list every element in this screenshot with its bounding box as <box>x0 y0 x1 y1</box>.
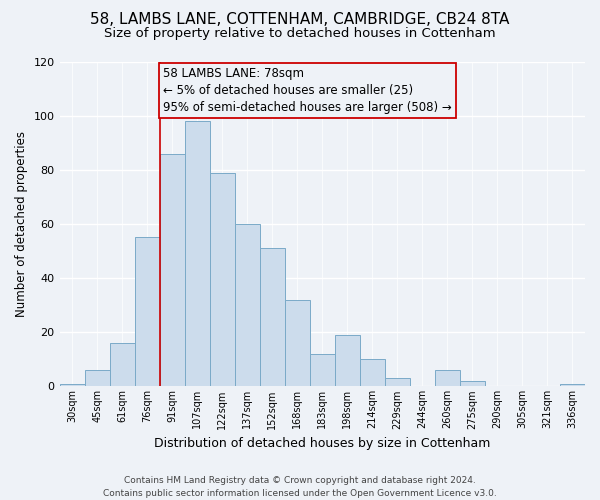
X-axis label: Distribution of detached houses by size in Cottenham: Distribution of detached houses by size … <box>154 437 490 450</box>
Bar <box>110 343 134 386</box>
Text: Size of property relative to detached houses in Cottenham: Size of property relative to detached ho… <box>104 28 496 40</box>
Bar <box>85 370 110 386</box>
Text: 58 LAMBS LANE: 78sqm
← 5% of detached houses are smaller (25)
95% of semi-detach: 58 LAMBS LANE: 78sqm ← 5% of detached ho… <box>163 67 452 114</box>
Bar <box>310 354 335 386</box>
Bar <box>209 172 235 386</box>
Bar <box>160 154 185 386</box>
Bar <box>235 224 260 386</box>
Bar <box>185 121 209 386</box>
Y-axis label: Number of detached properties: Number of detached properties <box>15 131 28 317</box>
Bar <box>360 360 385 386</box>
Bar <box>460 381 485 386</box>
Bar <box>260 248 285 386</box>
Bar <box>335 335 360 386</box>
Bar <box>385 378 410 386</box>
Text: 58, LAMBS LANE, COTTENHAM, CAMBRIDGE, CB24 8TA: 58, LAMBS LANE, COTTENHAM, CAMBRIDGE, CB… <box>91 12 509 28</box>
Bar <box>59 384 85 386</box>
Bar <box>285 300 310 386</box>
Bar <box>134 238 160 386</box>
Text: Contains HM Land Registry data © Crown copyright and database right 2024.
Contai: Contains HM Land Registry data © Crown c… <box>103 476 497 498</box>
Bar <box>560 384 585 386</box>
Bar <box>435 370 460 386</box>
